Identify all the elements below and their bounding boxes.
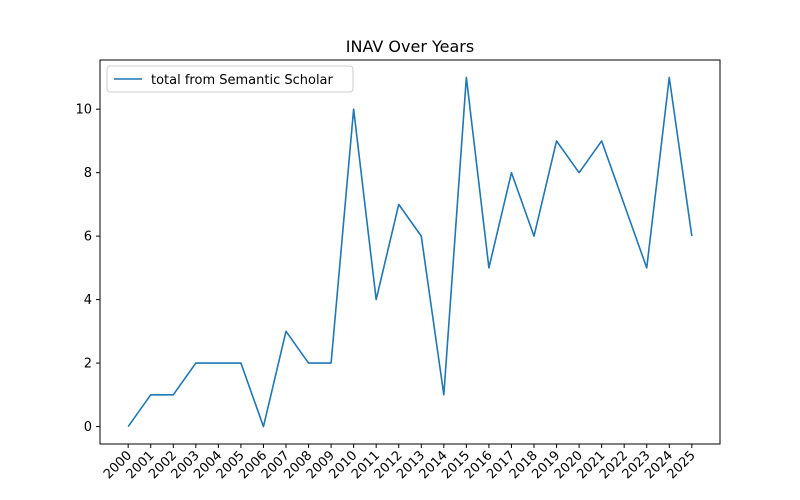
axes-frame bbox=[99, 59, 721, 445]
legend-box bbox=[106, 65, 354, 93]
y-tick-label: 10 bbox=[75, 103, 92, 118]
chart-title: INAV Over Years bbox=[346, 37, 474, 56]
y-tick-label: 4 bbox=[84, 293, 92, 308]
y-tick-label: 0 bbox=[84, 420, 92, 435]
legend-label: total from Semantic Scholar bbox=[151, 73, 334, 88]
y-tick-label: 8 bbox=[84, 166, 92, 181]
y-tick-label: 6 bbox=[84, 230, 92, 245]
legend: total from Semantic Scholar bbox=[106, 65, 354, 93]
plot-area: 0246810200020012002200320042005200620072… bbox=[75, 59, 721, 482]
series-line bbox=[127, 76, 693, 428]
y-tick-label: 2 bbox=[84, 357, 92, 372]
